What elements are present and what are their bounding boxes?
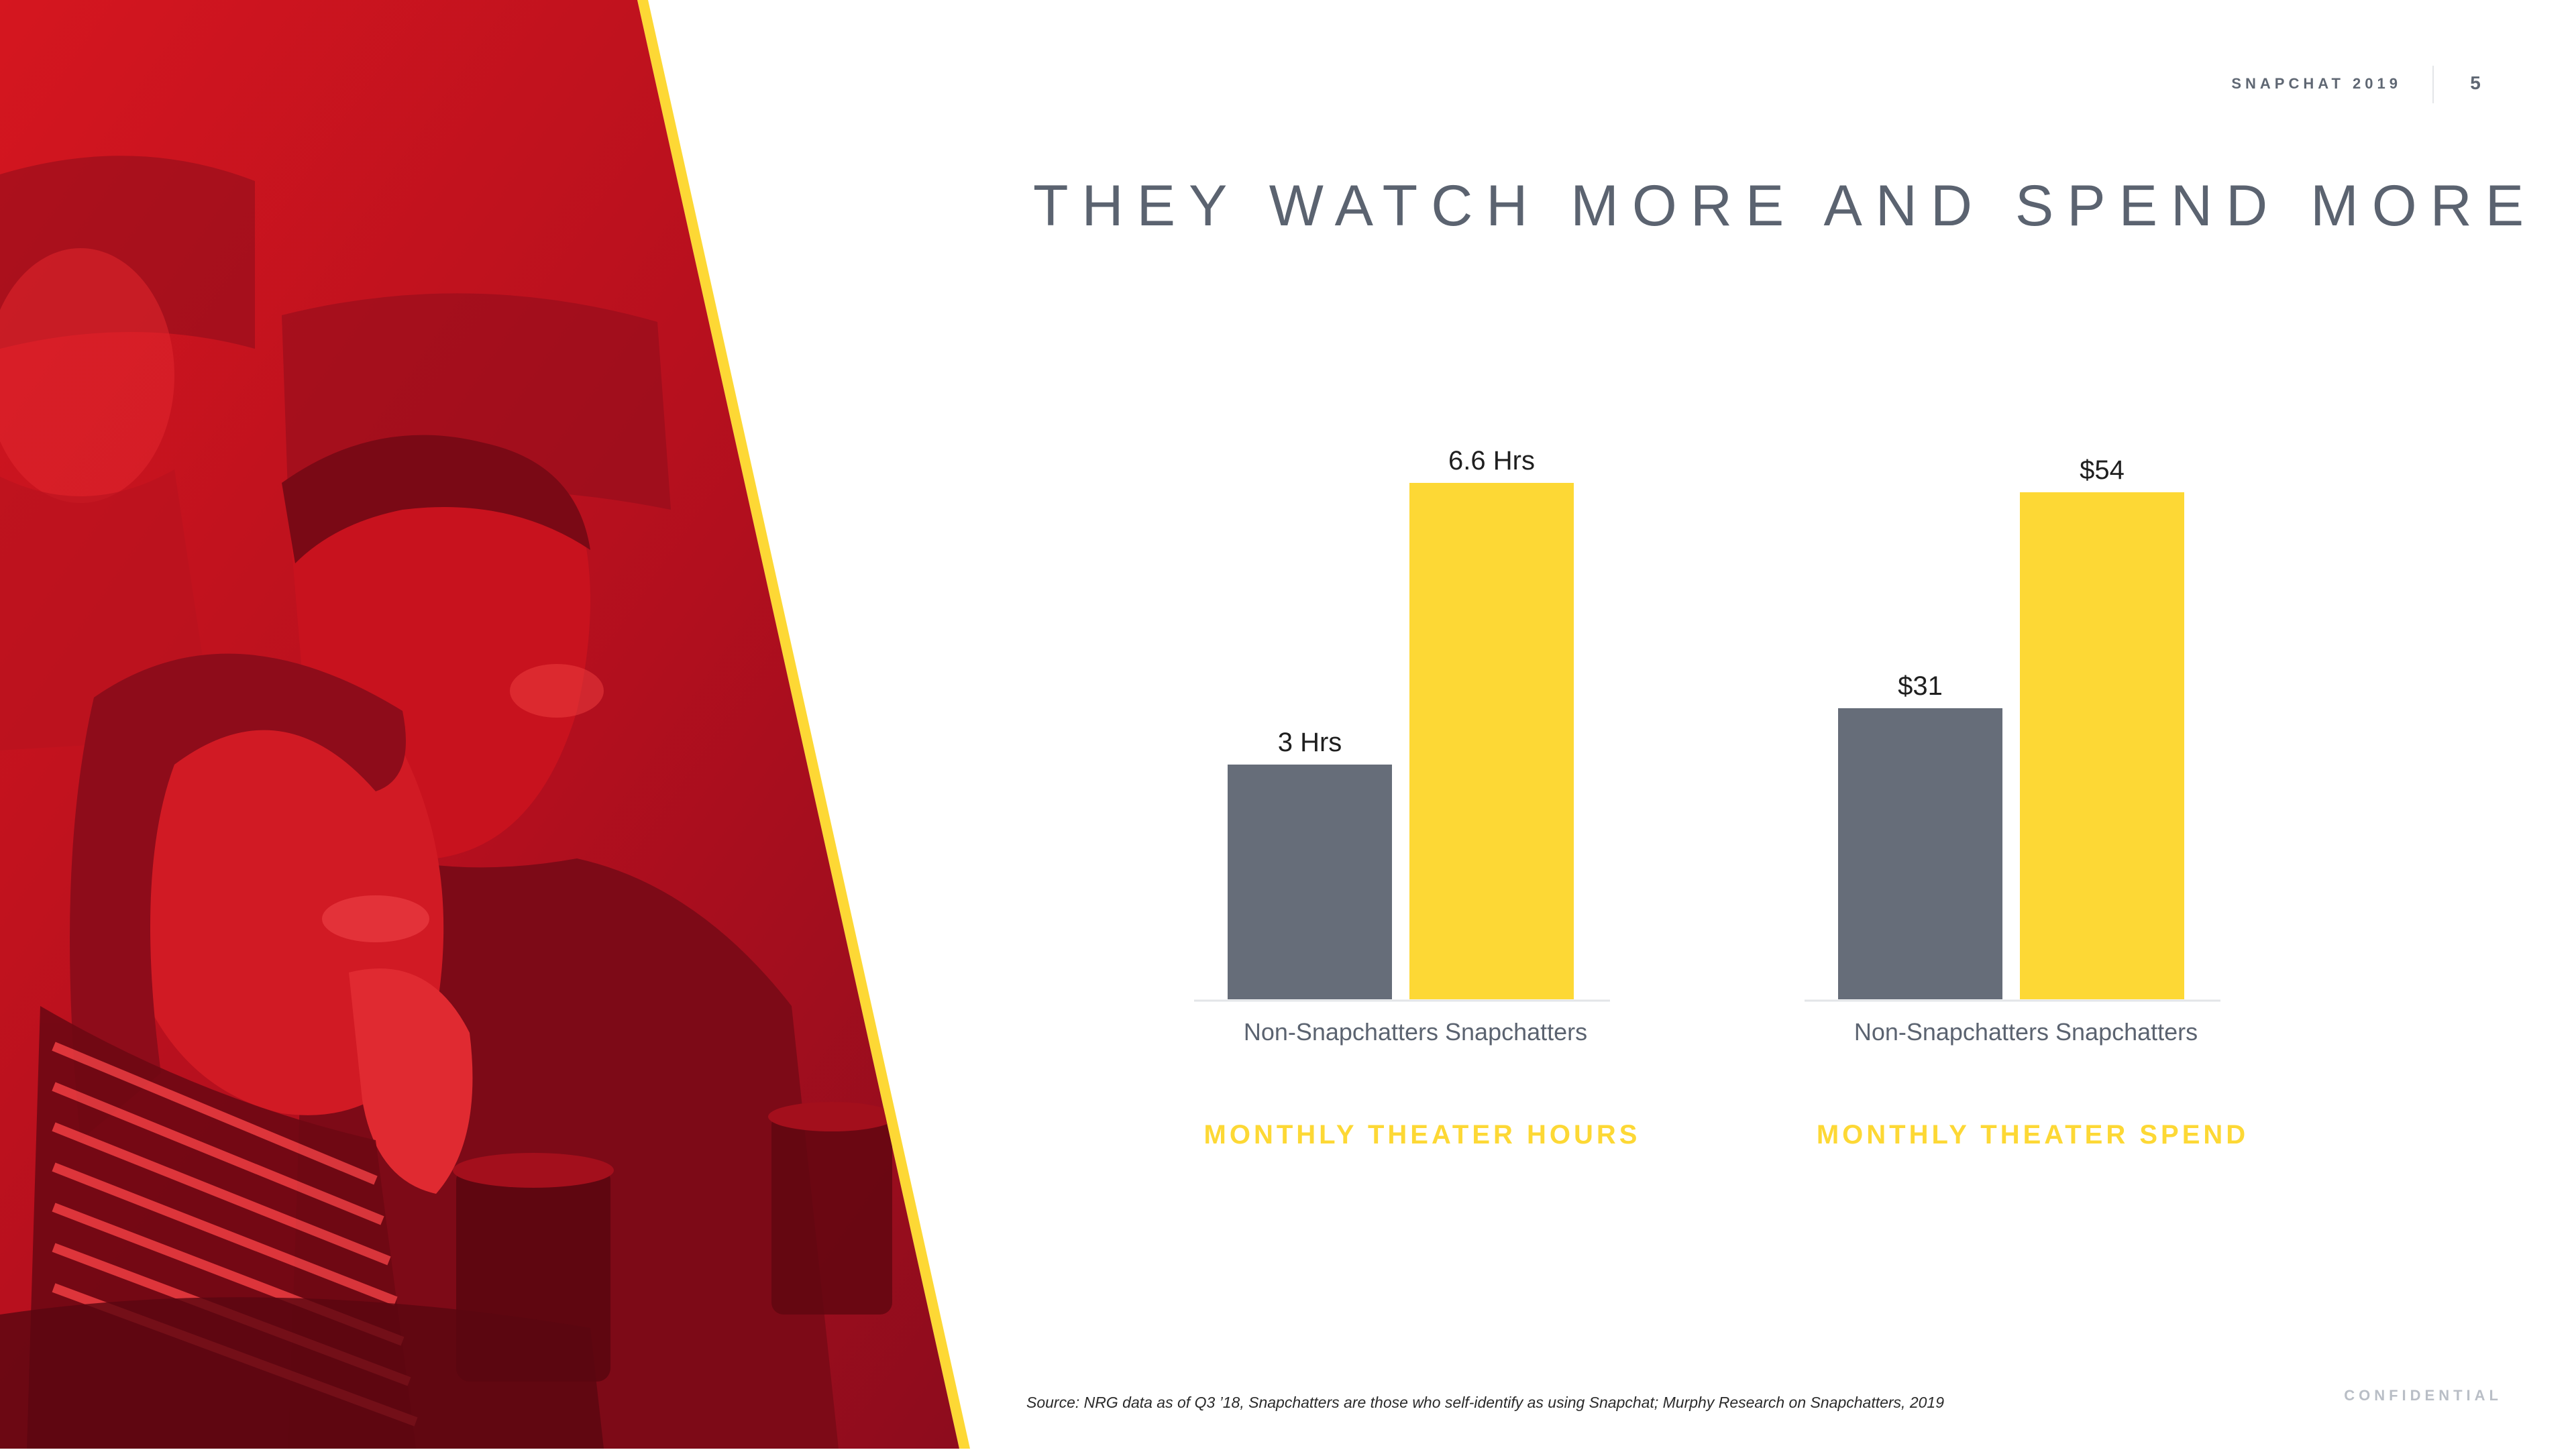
- chart-monthly-theater-hours: 3 Hrs 6.6 Hrs Non-Snapchatters Snapchatte…: [1194, 443, 1704, 1194]
- data-label: $54: [2080, 455, 2125, 485]
- category-labels: Non-Snapchatters Snapchatters: [1194, 1018, 1637, 1046]
- bar-snapchatters: [2020, 492, 2184, 999]
- category-label: Non-Snapchatters: [1243, 1018, 1438, 1046]
- chart-spend-plot: $31 $54: [1805, 455, 2220, 1002]
- source-footnote: Source: NRG data as of Q3 ’18, Snapchatt…: [1026, 1394, 1944, 1411]
- brand-label: SNAPCHAT 2019: [2231, 75, 2402, 92]
- category-label: Snapchatters: [2055, 1018, 2198, 1046]
- data-label: 3 Hrs: [1278, 728, 1342, 757]
- page-number: 5: [2470, 72, 2481, 93]
- data-label: 6.6 Hrs: [1448, 446, 1535, 476]
- chart-hours-plot: 3 Hrs 6.6 Hrs: [1194, 446, 1610, 1002]
- chart-monthly-theater-spend: $31 $54 Non-Snapchatters Snapchatters MON…: [1805, 443, 2314, 1194]
- bar-non-snapchatters: [1838, 708, 2002, 999]
- bar-snapchatters: [1409, 483, 1574, 999]
- header-divider: [2432, 66, 2434, 103]
- confidential-label: CONFIDENTIAL: [2344, 1387, 2502, 1404]
- bar-non-snapchatters: [1228, 765, 1392, 999]
- chart-title: MONTHLY THEATER SPEND: [1816, 1120, 2249, 1150]
- data-label: $31: [1898, 671, 1943, 701]
- chart-title: MONTHLY THEATER HOURS: [1203, 1120, 1641, 1150]
- category-label: Snapchatters: [1445, 1018, 1588, 1046]
- page-title: THEY WATCH MORE AND SPEND MORE: [1033, 174, 2538, 238]
- audience-photo: [0, 0, 993, 1449]
- category-label: Non-Snapchatters: [1854, 1018, 2049, 1046]
- category-labels: Non-Snapchatters Snapchatters: [1805, 1018, 2247, 1046]
